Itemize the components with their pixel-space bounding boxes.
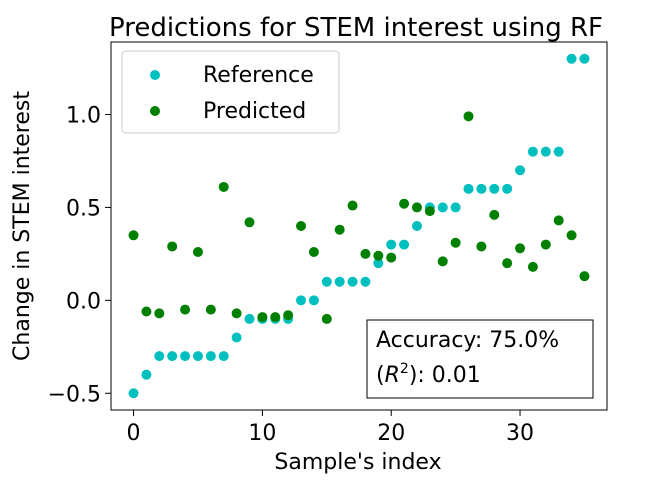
- accuracy-text: Accuracy: 75.0%: [376, 328, 559, 353]
- point-reference: [463, 183, 474, 194]
- y-tick-label: 0.5: [66, 196, 101, 221]
- point-reference: [296, 295, 307, 306]
- legend-label-reference: Reference: [203, 63, 314, 88]
- x-axis-label: Sample's index: [274, 450, 441, 475]
- point-predicted: [489, 209, 500, 220]
- point-reference: [540, 146, 551, 157]
- point-reference: [399, 239, 410, 250]
- point-reference: [411, 221, 422, 231]
- point-predicted: [399, 198, 410, 209]
- point-predicted: [437, 256, 448, 267]
- point-predicted: [334, 224, 345, 235]
- point-predicted: [540, 239, 551, 250]
- point-predicted: [257, 312, 268, 323]
- point-predicted: [386, 252, 397, 263]
- point-predicted: [308, 247, 319, 258]
- x-tick-label: 30: [506, 421, 534, 446]
- legend: Reference Predicted: [121, 50, 340, 134]
- point-predicted: [566, 230, 577, 241]
- point-predicted: [553, 215, 564, 226]
- plot-area: [110, 41, 608, 411]
- point-reference: [386, 239, 397, 250]
- point-reference: [167, 351, 178, 362]
- point-predicted: [192, 247, 203, 258]
- y-axis-label: Change in STEM interest: [10, 91, 35, 361]
- x-tick-label: 0: [127, 421, 141, 446]
- legend-box: [121, 50, 340, 134]
- x-tick-label: 10: [248, 421, 276, 446]
- point-predicted: [283, 310, 294, 321]
- point-reference: [515, 165, 526, 176]
- point-reference: [527, 146, 538, 157]
- point-reference: [231, 332, 242, 343]
- point-reference: [347, 276, 358, 287]
- r-squared-text: (R2): 0.01: [376, 361, 481, 388]
- point-reference: [553, 146, 564, 157]
- point-reference: [450, 202, 461, 213]
- x-axis: 0 10 20 30: [127, 410, 534, 446]
- y-tick-label: −0.5: [48, 382, 101, 407]
- point-predicted: [476, 241, 487, 252]
- legend-marker-predicted: [150, 106, 160, 116]
- point-reference: [308, 295, 319, 306]
- point-reference: [476, 183, 487, 194]
- point-predicted: [424, 206, 435, 217]
- point-predicted: [180, 304, 191, 315]
- point-predicted: [270, 312, 281, 323]
- point-predicted: [321, 313, 332, 324]
- point-predicted: [450, 237, 461, 248]
- point-predicted: [244, 217, 255, 228]
- point-predicted: [502, 258, 513, 269]
- plot-frame: [110, 41, 608, 411]
- point-reference: [244, 313, 255, 324]
- point-reference: [192, 351, 203, 362]
- legend-marker-reference: [150, 70, 160, 80]
- point-predicted: [154, 308, 165, 319]
- point-reference: [334, 276, 345, 287]
- point-predicted: [205, 304, 216, 315]
- point-reference: [360, 276, 371, 287]
- point-reference: [437, 202, 448, 213]
- point-reference: [128, 388, 139, 399]
- point-reference: [579, 53, 590, 64]
- y-tick-label: 1.0: [66, 103, 101, 128]
- point-predicted: [527, 261, 538, 272]
- y-tick-label: 0.0: [66, 289, 101, 314]
- data-points: [128, 53, 590, 399]
- point-reference: [154, 351, 165, 362]
- point-predicted: [167, 241, 178, 252]
- point-reference: [141, 369, 152, 380]
- point-predicted: [360, 248, 371, 259]
- point-reference: [566, 53, 577, 64]
- point-predicted: [411, 202, 422, 213]
- point-predicted: [128, 230, 139, 241]
- point-reference: [373, 258, 384, 269]
- point-reference: [218, 351, 229, 362]
- point-predicted: [141, 306, 152, 317]
- point-reference: [205, 351, 216, 362]
- point-predicted: [515, 243, 526, 254]
- point-predicted: [296, 221, 307, 231]
- point-reference: [489, 183, 500, 194]
- legend-label-predicted: Predicted: [203, 99, 306, 124]
- point-predicted: [218, 181, 229, 192]
- point-reference: [180, 351, 191, 362]
- y-axis: −0.5 0.0 0.5 1.0: [48, 103, 111, 407]
- point-reference: [321, 276, 332, 287]
- point-predicted: [463, 111, 474, 122]
- chart-title: Predictions for STEM interest using RF: [109, 13, 603, 43]
- annotation-box: [366, 319, 594, 399]
- point-predicted: [347, 200, 358, 211]
- accuracy-annotation: Accuracy: 75.0% (R2): 0.01: [366, 319, 594, 399]
- x-tick-label: 20: [377, 421, 405, 446]
- point-predicted: [373, 250, 384, 261]
- point-predicted: [579, 271, 590, 282]
- point-reference: [502, 183, 513, 194]
- point-predicted: [231, 308, 242, 319]
